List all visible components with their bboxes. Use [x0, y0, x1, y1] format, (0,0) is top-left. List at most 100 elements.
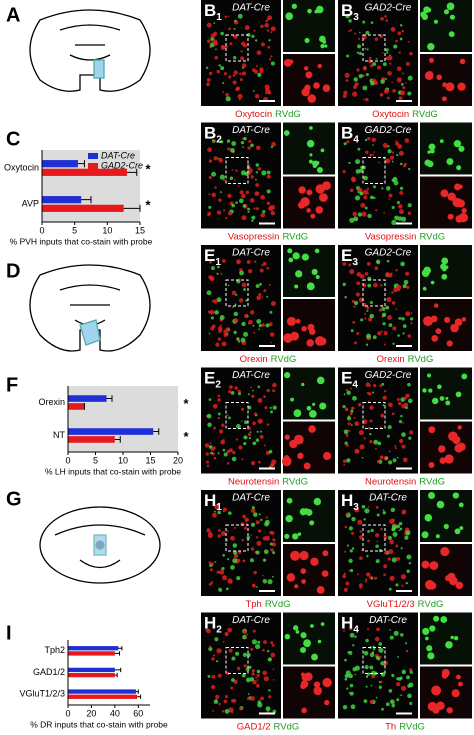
- cell: [356, 331, 360, 336]
- genotype: GAD2-Cre: [365, 248, 412, 259]
- cell: [396, 77, 402, 83]
- cell: [365, 638, 369, 643]
- genotype: DAT-Cre: [232, 3, 270, 14]
- cell: [375, 209, 378, 212]
- cell: [324, 44, 328, 48]
- cell: [309, 520, 315, 526]
- category-label: GAD1/2: [33, 667, 65, 677]
- cell: [210, 266, 215, 271]
- x-axis-label: % PVH inputs that co-stain with probe: [10, 236, 153, 246]
- cell: [379, 655, 382, 658]
- cell: [427, 652, 435, 660]
- cell: [227, 15, 230, 18]
- cell: [369, 313, 375, 319]
- cell: [402, 324, 407, 328]
- cell: [206, 528, 211, 533]
- cell: [366, 309, 369, 312]
- cell: [270, 548, 274, 552]
- panel-label: H2: [204, 614, 222, 635]
- cell: [344, 407, 349, 412]
- cell: [248, 319, 253, 325]
- panel-index: 4: [352, 379, 358, 390]
- cell: [392, 326, 397, 331]
- cell: [220, 429, 222, 432]
- cell: [354, 507, 360, 513]
- cell: [218, 702, 221, 706]
- cell: [263, 444, 266, 447]
- cell: [258, 324, 262, 328]
- caption-probe: Neurotensin: [365, 476, 416, 487]
- cell: [207, 310, 212, 314]
- caption-virus: RVdG: [419, 476, 445, 487]
- cell: [348, 569, 351, 572]
- cell: [295, 630, 300, 634]
- cell: [431, 397, 439, 405]
- cell: [388, 548, 394, 555]
- cell: [250, 534, 252, 536]
- cell: [263, 395, 266, 399]
- cell: [288, 59, 294, 64]
- cell: [361, 456, 364, 459]
- micrograph-main: [201, 490, 281, 596]
- genotype: GAD2-Cre: [365, 125, 412, 136]
- cell: [380, 330, 383, 333]
- cell: [455, 581, 464, 590]
- cell: [386, 51, 389, 54]
- cell: [433, 19, 438, 24]
- cell: [286, 497, 293, 504]
- cell: [223, 209, 226, 212]
- cell: [214, 637, 219, 642]
- cell: [369, 64, 374, 68]
- cell: [391, 301, 396, 305]
- cell: [224, 631, 229, 637]
- cell: [253, 260, 257, 263]
- legend-swatch: [88, 163, 98, 169]
- cell: [228, 328, 230, 331]
- cell: [210, 316, 214, 320]
- inset-green: [283, 612, 335, 665]
- cell: [345, 13, 350, 19]
- cell: [428, 388, 433, 393]
- cell: [301, 707, 307, 714]
- cell: [208, 205, 212, 209]
- cell: [257, 700, 262, 705]
- cell: [220, 531, 226, 536]
- cell: [272, 668, 275, 671]
- cell: [288, 257, 294, 263]
- cell: [363, 699, 368, 704]
- cell: [387, 272, 393, 278]
- cell: [373, 196, 376, 200]
- cell: [320, 43, 325, 49]
- cell: [324, 699, 330, 706]
- cell: [241, 458, 244, 461]
- cell: [361, 504, 366, 509]
- caption-probe: Neurotensin: [228, 476, 279, 487]
- cell: [350, 329, 354, 333]
- cell: [389, 539, 394, 545]
- cell: [445, 400, 451, 406]
- cell: [255, 163, 259, 167]
- cell: [382, 511, 386, 515]
- cell: [313, 497, 322, 506]
- cell: [235, 87, 239, 92]
- cell: [206, 413, 212, 419]
- cell: [353, 216, 359, 222]
- cell: [366, 555, 369, 558]
- panel-letter: B: [204, 1, 216, 20]
- cell: [453, 140, 462, 148]
- cell: [353, 77, 358, 82]
- cell: [221, 566, 225, 571]
- cell: [227, 211, 233, 216]
- cell: [212, 512, 217, 518]
- cell: [230, 535, 235, 541]
- cell: [211, 657, 215, 661]
- x-tick-label: 0: [65, 455, 70, 465]
- cell: [257, 72, 262, 77]
- cell: [367, 136, 371, 141]
- cell: [391, 178, 396, 183]
- cell: [376, 65, 382, 70]
- cell: [388, 689, 393, 693]
- panel-label: E1: [204, 246, 221, 267]
- cell: [458, 502, 464, 508]
- cell: [304, 37, 310, 43]
